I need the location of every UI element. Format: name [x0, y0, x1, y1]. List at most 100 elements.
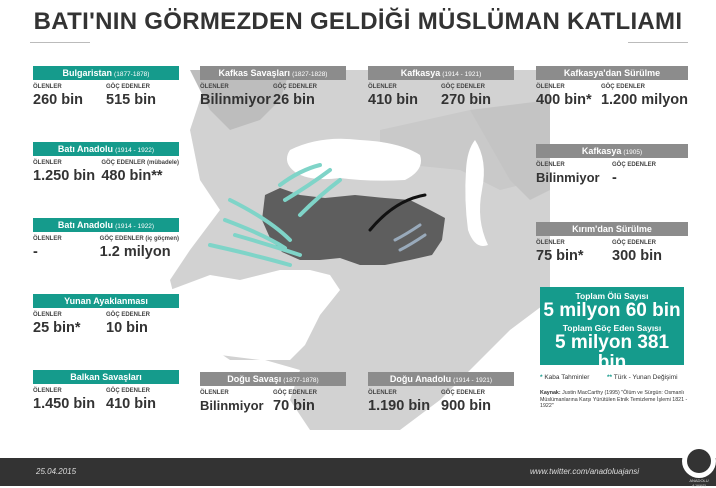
panel-header: Kafkasya (1914 - 1921) [368, 66, 514, 80]
migrants-value: 515 bin [106, 92, 156, 108]
dead-value: 1.250 bin [33, 168, 96, 184]
source-note: Kaynak: Justin MacCarthy (1995) "Ölüm ve… [540, 390, 690, 410]
dead-label: ÖLENLER [536, 162, 565, 168]
panel-kafkasya-surgun: Kafkasya'dan Sürülme ÖLENLER 400 bin* GÖÇ… [536, 66, 688, 108]
panel-header: Balkan Savaşları [33, 370, 179, 384]
panel-dogu-anadolu: Doğu Anadolu (1914 - 1921) ÖLENLER 1.190 b… [368, 372, 514, 414]
dead-value: 25 bin* [33, 320, 81, 336]
footer-date: 25.04.2015 [36, 467, 77, 476]
panel-header: Batı Anadolu (1914 - 1922) [33, 142, 179, 156]
migrants-value: 900 bin [441, 398, 491, 414]
panel-header: Kafkasya (1905) [536, 144, 688, 158]
migrants-label: GÖÇ EDENLER [441, 390, 486, 396]
migrants-value: 26 bin [273, 92, 315, 108]
panel-title: Balkan Savaşları [70, 372, 142, 382]
total-dead-value: 5 milyon 60 bin [543, 300, 681, 321]
panel-kirim: Kırım'dan Sürülme ÖLENLER 75 bin* GÖÇ EDE… [536, 222, 688, 264]
migrants-value: 480 bin** [101, 168, 163, 184]
legend-star-double: ** [607, 374, 613, 381]
panel-kafkasya-1914: Kafkasya (1914 - 1921) ÖLENLER 410 bin GÖÇ… [368, 66, 514, 108]
panel-header: Kafkasya'dan Sürülme [536, 66, 688, 80]
migrants-value: 270 bin [441, 92, 491, 108]
panel-header: Doğu Savaşı (1877-1878) [200, 372, 346, 386]
migrants-label: GÖÇ EDENLER [273, 84, 318, 90]
legend-star-double-text: Türk - Yunan Değişimi [613, 374, 678, 381]
panel-years: (1914 - 1922) [115, 147, 155, 154]
migrants-value: 410 bin [106, 396, 156, 412]
title-rule-left [30, 42, 90, 43]
migrants-value: 1.200 milyon [600, 92, 688, 108]
migrants-value: 1.2 milyon [99, 244, 171, 260]
migrants-value: 300 bin [612, 248, 662, 264]
total-dead-label: Toplam Ölü Sayısı [575, 291, 649, 301]
panel-title: Kırım'dan Sürülme [572, 224, 652, 234]
footer-bar: 25.04.2015 www.twitter.com/anadoluajansi [0, 458, 716, 486]
black-sea [286, 138, 421, 181]
dead-value: 260 bin [33, 92, 83, 108]
caspian-sea [465, 140, 488, 246]
panel-years: (1914 - 1922) [115, 223, 155, 230]
legend-star-single: * [540, 374, 543, 381]
twitter-link[interactable]: www.twitter.com/anadoluajansi [530, 467, 640, 476]
dead-value: 1.450 bin [33, 396, 96, 412]
migration-arrows [208, 163, 427, 267]
aa-logo-mark-icon [687, 449, 711, 473]
dead-value: Bilinmiyor [200, 92, 271, 108]
panel-title: Batı Anadolu [57, 144, 114, 154]
migrants-value: - [612, 170, 617, 186]
totals-box: Toplam Ölü Sayısı 5 milyon 60 bin Toplam… [540, 287, 684, 373]
migrants-label: GÖÇ EDENLER (mübadele) [101, 160, 179, 166]
dead-label: ÖLENLER [33, 84, 62, 90]
dead-value: 410 bin [368, 92, 418, 108]
dead-value: 1.190 bin [368, 398, 431, 414]
panel-years: (1914 - 1921) [442, 71, 482, 78]
migrants-label: GÖÇ EDENLER [612, 162, 657, 168]
migrants-label: GÖÇ EDENLER (iç göçmen) [99, 236, 179, 242]
dead-value: 400 bin* [536, 92, 592, 108]
panel-title: Kafkasya [400, 68, 441, 78]
panel-header: Doğu Anadolu (1914 - 1921) [368, 372, 514, 386]
panel-kafkasya-1905: Kafkasya (1905) ÖLENLER Bilinmiyor GÖÇ EDE… [536, 144, 688, 186]
panel-title: Yunan Ayaklanması [64, 296, 148, 306]
dead-label: ÖLENLER [368, 84, 397, 90]
migrants-value: 10 bin [106, 320, 148, 336]
panel-years: (1877-1878) [114, 71, 150, 78]
panel-bati-anadolu-2: Batı Anadolu (1914 - 1922) ÖLENLER - GÖÇ E… [33, 218, 179, 260]
legend-star-single-text: Kaba Tahminler [544, 374, 590, 381]
panel-header: Kırım'dan Sürülme [536, 222, 688, 236]
dead-label: ÖLENLER [33, 160, 62, 166]
panel-years: (1827-1828) [292, 71, 328, 78]
legend: * Kaba Tahminler ** Türk - Yunan Değişim… [540, 374, 678, 381]
migrants-label: GÖÇ EDENLER [273, 390, 318, 396]
source-label: Kaynak: [540, 390, 561, 396]
panel-title: Batı Anadolu [57, 220, 114, 230]
map [170, 70, 550, 430]
migrants-label: GÖÇ EDENLER [106, 388, 151, 394]
migrants-label: GÖÇ EDENLER [612, 240, 657, 246]
panel-balkan: Balkan Savaşları ÖLENLER 1.450 bin GÖÇ ED… [33, 370, 179, 412]
panel-title: Bulgaristan [62, 68, 113, 78]
page-title: BATI'NIN GÖRMEZDEN GELDİĞİ MÜSLÜMAN KATL… [33, 8, 683, 35]
panel-header: Bulgaristan (1877-1878) [33, 66, 179, 80]
panel-header: Batı Anadolu (1914 - 1922) [33, 218, 179, 232]
migrants-label: GÖÇ EDENLER [106, 84, 151, 90]
total-migrants-value: 5 milyon 381 bin [554, 332, 670, 373]
dead-label: ÖLENLER [33, 388, 62, 394]
dead-label: ÖLENLER [33, 236, 62, 242]
dead-value: - [33, 244, 38, 260]
panel-years: (1877-1878) [283, 377, 319, 384]
panel-header: Kafkas Savaşları (1827-1828) [200, 66, 346, 80]
panel-kafkas-savaslari: Kafkas Savaşları (1827-1828) ÖLENLER Bilin… [200, 66, 346, 108]
total-migrants-label: Toplam Göç Eden Sayısı [562, 323, 662, 333]
panel-years: (1914 - 1921) [453, 377, 493, 384]
title-rule-right [628, 42, 688, 43]
panel-title: Kafkas Savaşları [218, 68, 291, 78]
panel-years: (1905) [623, 149, 643, 156]
panel-title: Kafkasya'dan Sürülme [563, 68, 661, 78]
migrants-value: 70 bin [273, 398, 315, 414]
panel-bati-anadolu-1: Batı Anadolu (1914 - 1922) ÖLENLER 1.250 b… [33, 142, 179, 184]
dead-label: ÖLENLER [536, 240, 565, 246]
panel-yunan: Yunan Ayaklanması ÖLENLER 25 bin* GÖÇ EDE… [33, 294, 179, 336]
source-text: Justin MacCarthy (1995) "Ölüm ve Sürgün:… [540, 390, 688, 409]
logo-text: ANADOLU AJANSI [689, 478, 709, 488]
